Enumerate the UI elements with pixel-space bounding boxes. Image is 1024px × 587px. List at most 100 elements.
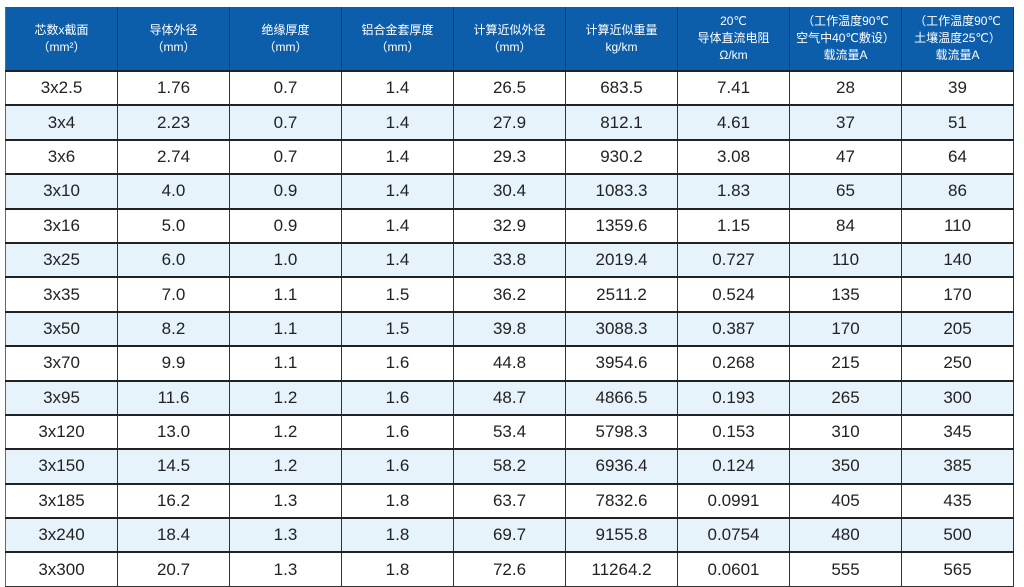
header-ampacity-air: （工作温度90℃ 空气中40℃敷设） 载流量A: [789, 7, 902, 72]
table-row: 3x70 9.9 1.1 1.6 44.8 3954.6 0.268 215 250: [5, 345, 1014, 382]
cell-core-section: 3x50: [5, 310, 118, 347]
header-text: （mm）: [375, 39, 420, 54]
cell-ampacity-soil: 565: [901, 551, 1014, 587]
cell-dc-resistance: 0.0754: [677, 517, 790, 553]
cell-ampacity-air: 310: [789, 413, 902, 450]
cell-ampacity-soil: 140: [901, 241, 1014, 278]
header-text: （mm）: [151, 39, 196, 54]
header-text: 20℃: [720, 14, 747, 28]
header-conductor-diameter: 导体外径 （mm）: [117, 7, 230, 72]
header-text: Ω/km: [719, 48, 748, 62]
cell-core-section: 3x120: [5, 413, 118, 450]
table-row: 3x185 16.2 1.3 1.8 63.7 7832.6 0.0991 405 435: [5, 482, 1014, 519]
cell-core-section: 3x70: [5, 345, 118, 382]
header-outer-diameter: 计算近似外径 （mm）: [453, 7, 566, 72]
cell-outer-diameter: 36.2: [453, 276, 566, 313]
cell-insulation-thickness: 0.7: [229, 104, 342, 141]
header-core-section: 芯数x截面 （mm²）: [5, 7, 118, 72]
cell-ampacity-soil: 205: [901, 310, 1014, 347]
cell-weight: 2511.2: [565, 276, 678, 313]
cell-ampacity-soil: 110: [901, 207, 1014, 244]
cell-ampacity-soil: 64: [901, 138, 1014, 175]
cell-sheath-thickness: 1.4: [341, 207, 454, 244]
header-text: 空气中40℃敷设）: [796, 31, 895, 45]
header-text: （工作温度90℃: [914, 14, 1001, 28]
cell-conductor-diameter: 5.0: [117, 207, 230, 244]
cell-dc-resistance: 0.387: [677, 310, 790, 347]
cell-sheath-thickness: 1.8: [341, 517, 454, 553]
cell-ampacity-air: 405: [789, 482, 902, 519]
cell-dc-resistance: 3.08: [677, 138, 790, 175]
cell-core-section: 3x4: [5, 104, 118, 141]
cell-weight: 3954.6: [565, 345, 678, 382]
cell-ampacity-air: 215: [789, 345, 902, 382]
cell-conductor-diameter: 9.9: [117, 345, 230, 382]
table-row: 3x16 5.0 0.9 1.4 32.9 1359.6 1.15 84 110: [5, 207, 1014, 244]
cell-weight: 683.5: [565, 69, 678, 106]
cell-ampacity-air: 480: [789, 517, 902, 553]
cell-core-section: 3x16: [5, 207, 118, 244]
cell-outer-diameter: 53.4: [453, 413, 566, 450]
cell-outer-diameter: 27.9: [453, 104, 566, 141]
cell-outer-diameter: 63.7: [453, 482, 566, 519]
cell-conductor-diameter: 4.0: [117, 173, 230, 210]
cell-insulation-thickness: 1.2: [229, 413, 342, 450]
cell-sheath-thickness: 1.6: [341, 345, 454, 382]
cell-dc-resistance: 0.0991: [677, 482, 790, 519]
cell-conductor-diameter: 6.0: [117, 241, 230, 278]
cell-dc-resistance: 0.727: [677, 241, 790, 278]
header-insulation-thickness: 绝缘厚度 （mm）: [229, 7, 342, 72]
cell-outer-diameter: 58.2: [453, 448, 566, 485]
cell-ampacity-soil: 500: [901, 517, 1014, 553]
header-text: （mm）: [263, 39, 308, 54]
cell-sheath-thickness: 1.6: [341, 379, 454, 416]
cell-outer-diameter: 39.8: [453, 310, 566, 347]
header-text: 载流量A: [935, 48, 980, 62]
cell-ampacity-air: 37: [789, 104, 902, 141]
cell-dc-resistance: 0.268: [677, 345, 790, 382]
cell-insulation-thickness: 1.3: [229, 482, 342, 519]
cell-ampacity-soil: 435: [901, 482, 1014, 519]
table-row: 3x6 2.74 0.7 1.4 29.3 930.2 3.08 47 64: [5, 138, 1014, 175]
table-row: 3x10 4.0 0.9 1.4 30.4 1083.3 1.83 65 86: [5, 173, 1014, 210]
cell-core-section: 3x95: [5, 379, 118, 416]
cell-insulation-thickness: 1.2: [229, 379, 342, 416]
table-row: 3x95 11.6 1.2 1.6 48.7 4866.5 0.193 265 300: [5, 379, 1014, 416]
cell-sheath-thickness: 1.4: [341, 138, 454, 175]
cell-insulation-thickness: 1.3: [229, 517, 342, 553]
cell-insulation-thickness: 1.1: [229, 345, 342, 382]
cell-core-section: 3x185: [5, 482, 118, 519]
cell-weight: 812.1: [565, 104, 678, 141]
header-text: 导体直流电阻: [697, 31, 770, 45]
cell-core-section: 3x10: [5, 173, 118, 210]
table-row: 3x2.5 1.76 0.7 1.4 26.5 683.5 7.41 28 39: [5, 69, 1014, 106]
cell-ampacity-air: 65: [789, 173, 902, 210]
cell-outer-diameter: 33.8: [453, 241, 566, 278]
header-text: （工作温度90℃: [802, 14, 889, 28]
cell-dc-resistance: 4.61: [677, 104, 790, 141]
cell-weight: 7832.6: [565, 482, 678, 519]
cell-weight: 2019.4: [565, 241, 678, 278]
header-text: 载流量A: [823, 48, 868, 62]
cell-dc-resistance: 0.0601: [677, 551, 790, 587]
cell-conductor-diameter: 18.4: [117, 517, 230, 553]
cell-sheath-thickness: 1.8: [341, 482, 454, 519]
cell-core-section: 3x6: [5, 138, 118, 175]
header-text: 土壤温度25℃）: [914, 31, 1001, 45]
cell-conductor-diameter: 1.76: [117, 69, 230, 106]
cell-outer-diameter: 30.4: [453, 173, 566, 210]
cell-sheath-thickness: 1.4: [341, 104, 454, 141]
cell-dc-resistance: 0.153: [677, 413, 790, 450]
header-text: kg/km: [605, 39, 638, 54]
cell-core-section: 3x25: [5, 241, 118, 278]
header-dc-resistance: 20℃ 导体直流电阻 Ω/km: [677, 7, 790, 72]
cell-conductor-diameter: 11.6: [117, 379, 230, 416]
cell-sheath-thickness: 1.6: [341, 448, 454, 485]
cell-insulation-thickness: 1.3: [229, 551, 342, 587]
cell-outer-diameter: 32.9: [453, 207, 566, 244]
cell-weight: 6936.4: [565, 448, 678, 485]
cell-dc-resistance: 7.41: [677, 69, 790, 106]
header-text: 计算近似外径: [473, 22, 546, 37]
table-row: 3x150 14.5 1.2 1.6 58.2 6936.4 0.124 350 385: [5, 448, 1014, 485]
cell-ampacity-air: 350: [789, 448, 902, 485]
